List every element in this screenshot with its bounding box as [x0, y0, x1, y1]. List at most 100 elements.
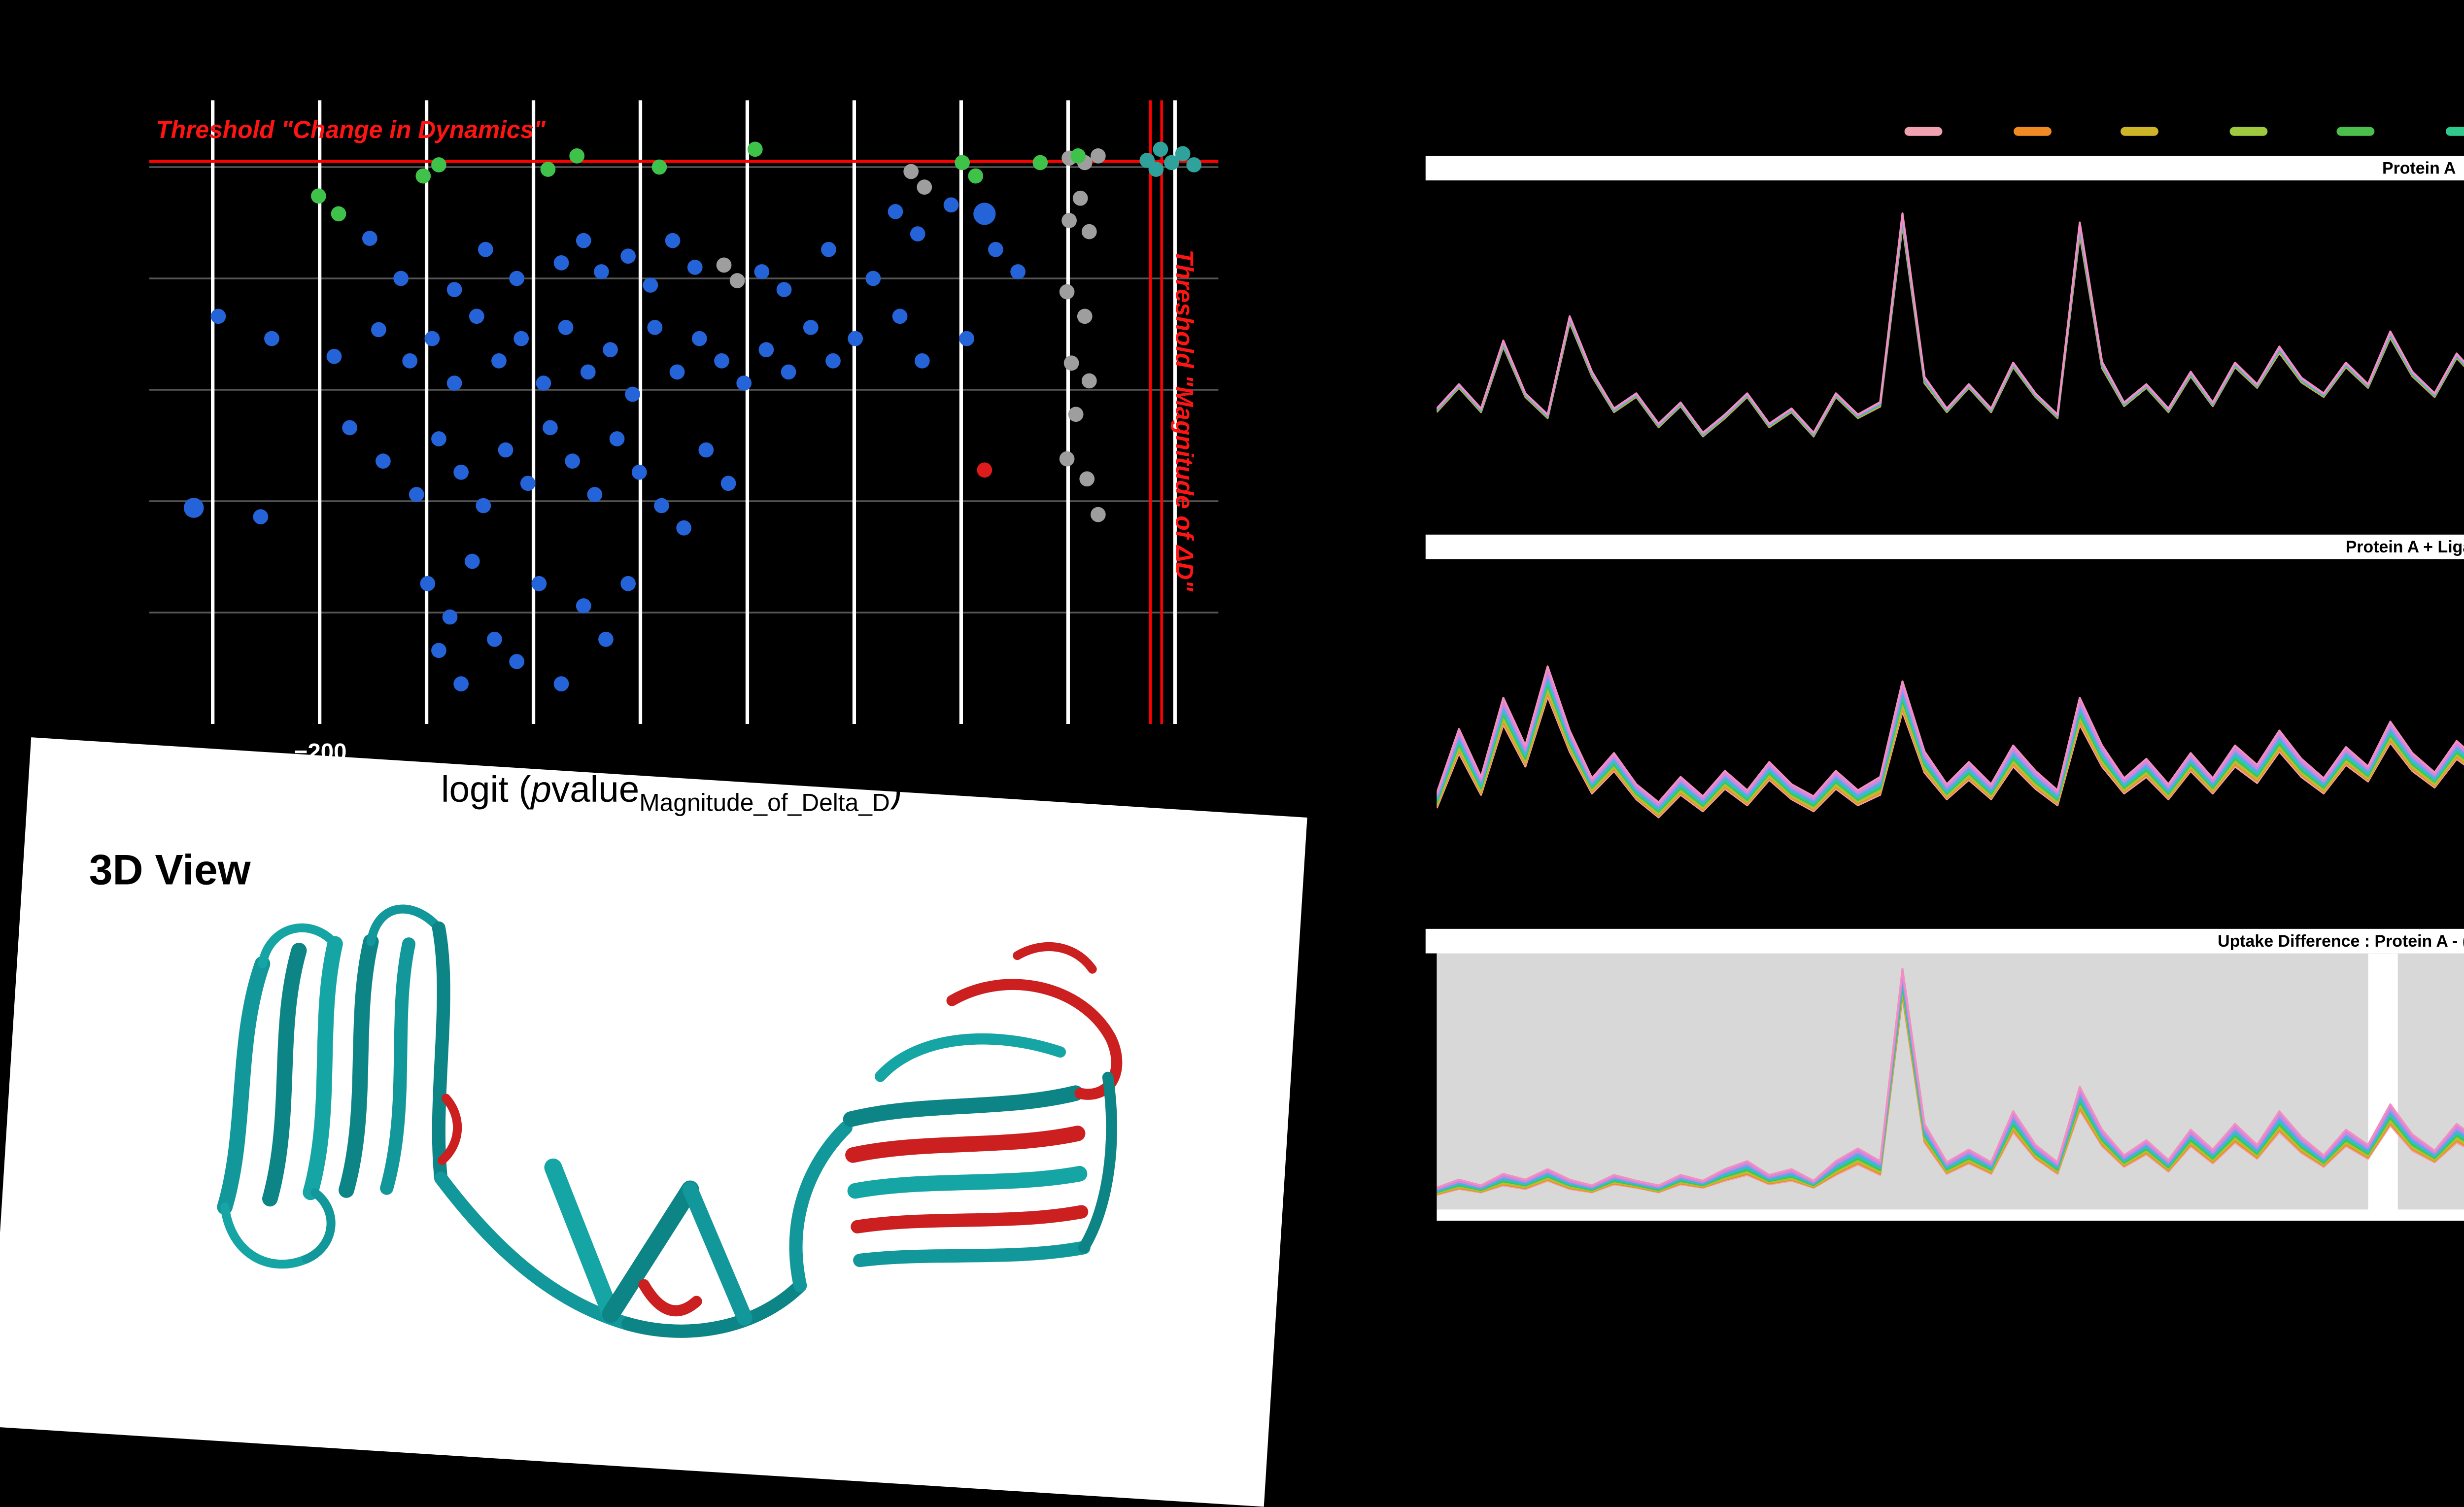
- scatter-point-blue[interactable]: [888, 204, 903, 219]
- scatter-point-blue[interactable]: [594, 264, 609, 279]
- scatter-point-gray[interactable]: [1061, 213, 1077, 228]
- scatter-point-green[interactable]: [747, 141, 763, 157]
- scatter-point-green[interactable]: [431, 157, 446, 172]
- scatter-point-blue[interactable]: [553, 676, 569, 692]
- scatter-point-green[interactable]: [569, 148, 585, 164]
- scatter-point-green[interactable]: [1070, 148, 1086, 164]
- 3d-view-panel[interactable]: [0, 737, 1307, 1507]
- scatter-point-teal[interactable]: [1153, 141, 1168, 157]
- scatter-point-gray[interactable]: [1090, 507, 1106, 522]
- scatter-point-blue[interactable]: [698, 442, 714, 458]
- scatter-point-blue[interactable]: [376, 453, 391, 469]
- scatter-point-blue[interactable]: [469, 308, 484, 324]
- scatter-point-blue[interactable]: [821, 241, 836, 257]
- scatter-point-blue[interactable]: [565, 453, 581, 469]
- scatter-point-blue[interactable]: [914, 353, 930, 369]
- scatter-point-gray[interactable]: [1059, 284, 1075, 300]
- scatter-point-blue[interactable]: [558, 320, 574, 335]
- scatter-point-blue[interactable]: [342, 420, 358, 436]
- scatter-point-gray[interactable]: [1063, 355, 1079, 371]
- scatter-point-blue[interactable]: [576, 233, 591, 248]
- scatter-point-blue[interactable]: [754, 264, 770, 279]
- scatter-point-gray[interactable]: [716, 257, 732, 273]
- scatter-point-blue[interactable]: [513, 331, 529, 346]
- scatter-point-blue[interactable]: [776, 282, 792, 297]
- uptake-chart-protein-a-canvas[interactable]: [1437, 180, 2464, 519]
- scatter-point-gray[interactable]: [1081, 224, 1097, 240]
- scatter-point-blue[interactable]: [326, 348, 342, 364]
- scatter-point-blue[interactable]: [431, 431, 446, 446]
- scatter-point-green[interactable]: [955, 155, 970, 171]
- scatter-point-blue[interactable]: [453, 464, 469, 480]
- scatter-point-gray[interactable]: [1081, 373, 1097, 389]
- scatter-point-blue[interactable]: [393, 271, 409, 286]
- scatter-point-teal[interactable]: [1175, 146, 1191, 162]
- scatter-point-gray[interactable]: [917, 179, 932, 195]
- scatter-point-blue[interactable]: [409, 487, 424, 502]
- scatter-point-blue[interactable]: [959, 331, 975, 346]
- scatter-point-green[interactable]: [1032, 155, 1048, 171]
- scatter-point-blue[interactable]: [803, 320, 819, 335]
- scatter-point-blue[interactable]: [487, 631, 502, 647]
- scatter-point-blue[interactable]: [553, 255, 569, 271]
- scatter-point-gray[interactable]: [1090, 148, 1106, 164]
- scatter-point-blue[interactable]: [848, 331, 863, 346]
- scatter-point-gray[interactable]: [903, 164, 919, 179]
- scatter-point-blue[interactable]: [498, 442, 513, 458]
- uptake-difference-canvas[interactable]: [1437, 953, 2464, 1221]
- scatter-point-gray[interactable]: [1059, 451, 1075, 467]
- uptake-chart-protein-a-ligand[interactable]: [1437, 559, 2464, 893]
- scatter-point-blue[interactable]: [781, 364, 796, 380]
- scatter-point-blue[interactable]: [536, 376, 551, 391]
- scatter-point-blue[interactable]: [676, 520, 692, 536]
- scatter-point-blue[interactable]: [587, 487, 603, 502]
- scatter-point-green[interactable]: [331, 206, 346, 222]
- uptake-difference-chart[interactable]: [1437, 953, 2464, 1221]
- scatter-point-teal[interactable]: [1186, 157, 1202, 172]
- scatter-point-blue[interactable]: [543, 420, 558, 436]
- scatter-point-blue[interactable]: [943, 197, 959, 213]
- scatter-point-blue[interactable]: [478, 241, 493, 257]
- scatter-point-blue[interactable]: [446, 282, 462, 297]
- scatter-point-gray[interactable]: [1068, 407, 1084, 422]
- scatter-point-blue[interactable]: [598, 631, 614, 647]
- scatter-point-blue[interactable]: [625, 386, 641, 402]
- scatter-point-blue[interactable]: [631, 464, 647, 480]
- scatter-point-blue[interactable]: [464, 553, 480, 569]
- scatter-point-blue[interactable]: [253, 509, 269, 525]
- scatter-point-blue[interactable]: [264, 331, 279, 346]
- scatter-point-blue[interactable]: [520, 476, 536, 491]
- uptake-chart-protein-a-ligand-canvas[interactable]: [1437, 559, 2464, 893]
- scatter-point-gray[interactable]: [1079, 471, 1095, 487]
- scatter-point-blue[interactable]: [431, 643, 446, 658]
- scatter-point-blue[interactable]: [892, 308, 908, 324]
- scatter-point-blue[interactable]: [1010, 264, 1026, 279]
- uptake-chart-protein-a[interactable]: [1437, 180, 2464, 519]
- scatter-point-blue[interactable]: [647, 320, 663, 335]
- scatter-point-blue[interactable]: [620, 576, 636, 591]
- volcano-plot[interactable]: [149, 100, 1219, 724]
- scatter-point-green[interactable]: [310, 188, 326, 204]
- scatter-point-blue[interactable]: [643, 277, 658, 293]
- scatter-point-blue[interactable]: [420, 576, 436, 591]
- scatter-point-blue[interactable]: [442, 609, 458, 625]
- scatter-point-blue[interactable]: [476, 498, 491, 514]
- scatter-point-blue[interactable]: [402, 353, 418, 369]
- scatter-point-blue[interactable]: [910, 226, 925, 241]
- scatter-point-blue[interactable]: [654, 498, 669, 514]
- scatter-point-blue[interactable]: [424, 331, 440, 346]
- scatter-point-red[interactable]: [977, 462, 992, 478]
- scatter-point-blue[interactable]: [491, 353, 507, 369]
- scatter-point-blue[interactable]: [758, 342, 774, 358]
- scatter-point-blue[interactable]: [687, 260, 703, 275]
- scatter-point-blue[interactable]: [620, 248, 636, 264]
- scatter-point-green[interactable]: [415, 168, 431, 184]
- scatter-point-blue[interactable]: [720, 476, 736, 491]
- scatter-point-blue[interactable]: [988, 241, 1003, 257]
- scatter-point-blue[interactable]: [531, 576, 547, 591]
- scatter-point-blue[interactable]: [603, 342, 618, 358]
- scatter-point-gray[interactable]: [1072, 190, 1088, 206]
- scatter-point-blue[interactable]: [736, 376, 752, 391]
- volcano-canvas[interactable]: [149, 100, 1219, 724]
- scatter-point-blue[interactable]: [446, 376, 462, 391]
